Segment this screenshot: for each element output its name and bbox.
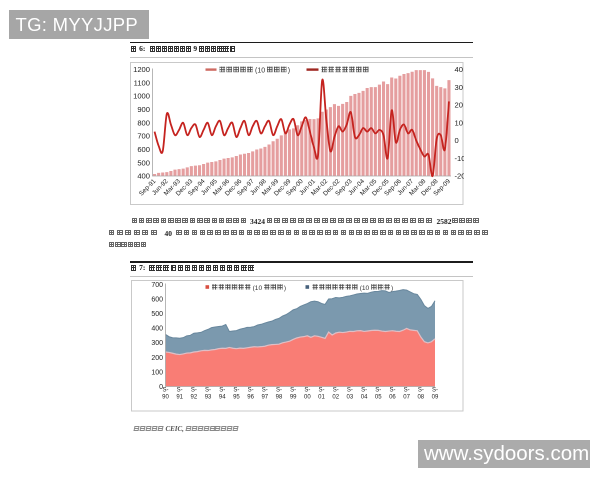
svg-text:97: 97 xyxy=(261,395,268,401)
svg-text:02: 02 xyxy=(332,395,339,401)
svg-text:03: 03 xyxy=(347,395,354,401)
svg-text:400: 400 xyxy=(137,172,150,181)
svg-text:S-: S- xyxy=(276,388,282,394)
svg-text:92: 92 xyxy=(191,395,198,401)
svg-text:900: 900 xyxy=(137,105,150,114)
svg-text:0: 0 xyxy=(455,136,459,145)
svg-text:S-: S- xyxy=(262,388,268,394)
svg-text:S-: S- xyxy=(389,388,395,394)
svg-text:700: 700 xyxy=(151,282,163,289)
svg-text:05: 05 xyxy=(375,395,382,401)
svg-text:S-: S- xyxy=(205,388,211,394)
svg-text:S-: S- xyxy=(233,388,239,394)
svg-text:1200: 1200 xyxy=(133,65,150,74)
svg-text:-10: -10 xyxy=(455,154,465,163)
svg-text:): ) xyxy=(284,285,286,292)
svg-text:S-: S- xyxy=(219,388,225,394)
svg-text:S-: S- xyxy=(191,388,197,394)
svg-text:S-: S- xyxy=(404,388,410,394)
svg-text:0: 0 xyxy=(159,384,163,391)
svg-text:40: 40 xyxy=(455,65,463,74)
svg-text:(10: (10 xyxy=(253,285,263,292)
svg-text:93: 93 xyxy=(205,395,212,401)
svg-text:(10: (10 xyxy=(360,285,370,292)
svg-text:06: 06 xyxy=(389,395,396,401)
svg-text:S-: S- xyxy=(375,388,381,394)
svg-text:S-: S- xyxy=(347,388,353,394)
svg-text:95: 95 xyxy=(233,395,240,401)
svg-text:99: 99 xyxy=(290,395,297,401)
svg-text:01: 01 xyxy=(318,395,325,401)
svg-text:-20: -20 xyxy=(455,172,465,181)
svg-text:600: 600 xyxy=(137,145,150,154)
svg-text:20: 20 xyxy=(455,101,463,110)
svg-text:S-: S- xyxy=(248,388,254,394)
svg-text:98: 98 xyxy=(276,395,283,401)
svg-text:S-: S- xyxy=(304,388,310,394)
svg-text:200: 200 xyxy=(151,355,163,362)
svg-text:04: 04 xyxy=(361,395,368,401)
svg-text:S-: S- xyxy=(290,388,296,394)
svg-text:94: 94 xyxy=(219,395,226,401)
svg-text:S-: S- xyxy=(177,388,183,394)
svg-text:10: 10 xyxy=(455,118,463,127)
svg-text:S-: S- xyxy=(163,388,169,394)
svg-text:S-: S- xyxy=(432,388,438,394)
svg-text:09: 09 xyxy=(432,395,439,401)
svg-text:91: 91 xyxy=(176,395,183,401)
svg-text:100: 100 xyxy=(151,369,163,376)
svg-text:1100: 1100 xyxy=(134,78,150,87)
svg-text:500: 500 xyxy=(137,158,150,167)
svg-text:00: 00 xyxy=(304,395,311,401)
svg-text:S-: S- xyxy=(418,388,424,394)
svg-text:800: 800 xyxy=(137,118,150,127)
svg-text:(10: (10 xyxy=(255,68,265,75)
svg-text:1000: 1000 xyxy=(133,92,150,101)
svg-text:S-: S- xyxy=(333,388,339,394)
svg-text:30: 30 xyxy=(455,83,463,92)
svg-text:300: 300 xyxy=(151,340,163,347)
svg-text:96: 96 xyxy=(247,395,254,401)
svg-text:): ) xyxy=(288,68,290,75)
svg-text:08: 08 xyxy=(417,395,424,401)
svg-text:): ) xyxy=(391,285,393,292)
svg-text:S-: S- xyxy=(319,388,325,394)
svg-text:600: 600 xyxy=(151,296,163,303)
svg-text:700: 700 xyxy=(137,132,150,141)
svg-text:S-: S- xyxy=(361,388,367,394)
svg-text:07: 07 xyxy=(403,395,410,401)
svg-text:400: 400 xyxy=(151,326,163,333)
svg-text:500: 500 xyxy=(151,311,163,318)
svg-text:90: 90 xyxy=(162,395,169,401)
